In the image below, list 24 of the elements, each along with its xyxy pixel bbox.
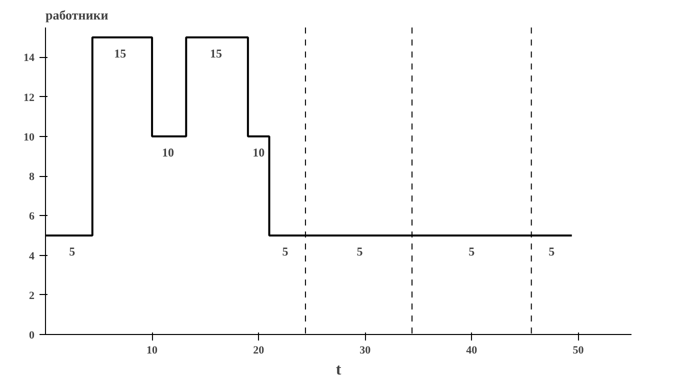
y-tick-label: 10	[24, 131, 35, 144]
y-tick-label: 4	[29, 250, 35, 262]
data-label: 15	[210, 46, 222, 60]
data-label: 10	[252, 145, 265, 160]
y-tick-label: 14	[24, 52, 35, 64]
y-axis-title: работники	[46, 8, 109, 22]
y-tick-label: 6	[29, 210, 35, 223]
data-label: 5	[69, 244, 76, 258]
data-label: 5	[468, 244, 475, 258]
x-axis-title: t	[336, 362, 342, 378]
x-tick-label: 30	[360, 344, 372, 356]
data-label: 15	[114, 46, 126, 60]
data-label: 10	[162, 145, 174, 160]
x-tick-label: 40	[466, 344, 478, 356]
data-label: 5	[282, 244, 288, 258]
y-tick-label: 2	[29, 290, 35, 302]
y-tick-label: 12	[24, 92, 35, 104]
data-label: 5	[548, 244, 555, 258]
x-tick-label: 20	[253, 344, 265, 356]
data-label: 5	[356, 244, 363, 258]
y-tick-label: 0	[29, 330, 35, 342]
x-tick-label: 50	[572, 344, 584, 356]
x-tick-label: 10	[146, 344, 158, 356]
y-tick-label: 8	[29, 171, 35, 184]
